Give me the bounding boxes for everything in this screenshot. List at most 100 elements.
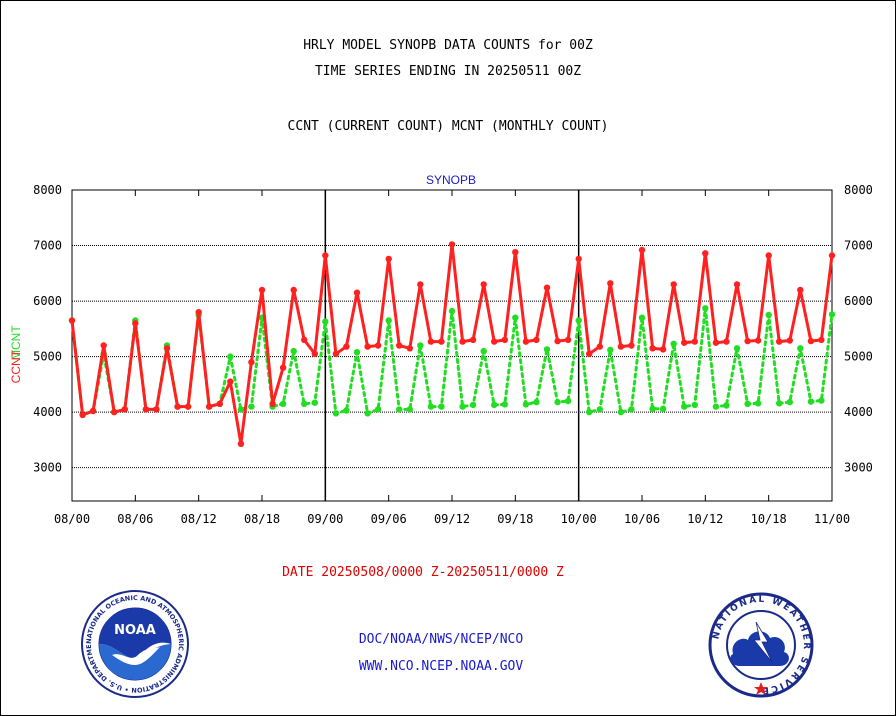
credit-agency: DOC/NOAA/NWS/NCEP/NCO xyxy=(358,632,524,647)
data-point-mcnt xyxy=(765,311,772,319)
data-point-ccnt xyxy=(396,342,403,349)
data-point-ccnt xyxy=(322,252,329,259)
data-point-ccnt xyxy=(427,338,435,345)
data-point-ccnt xyxy=(681,339,688,346)
data-point-ccnt xyxy=(269,400,276,407)
data-point-mcnt xyxy=(290,347,297,355)
data-point-mcnt xyxy=(596,406,603,413)
data-point-ccnt xyxy=(459,338,466,345)
data-point-mcnt xyxy=(659,405,667,412)
data-point-mcnt xyxy=(649,405,656,412)
data-point-mcnt xyxy=(406,406,413,413)
x-tick-label: 10/00 xyxy=(561,512,597,526)
series-line-mcnt xyxy=(70,306,834,417)
data-point-ccnt xyxy=(776,338,783,345)
x-tick-label: 08/18 xyxy=(244,512,280,526)
data-point-ccnt xyxy=(491,338,498,345)
data-point-mcnt xyxy=(564,397,572,405)
data-point-ccnt xyxy=(195,309,202,316)
data-point-ccnt xyxy=(543,284,551,291)
data-point-mcnt xyxy=(311,399,318,406)
data-point-ccnt xyxy=(765,252,772,259)
data-point-mcnt xyxy=(818,397,825,404)
data-point-mcnt xyxy=(364,410,371,417)
data-point-mcnt xyxy=(638,314,646,321)
data-point-mcnt xyxy=(301,400,308,407)
y-axis-label-mcnt: MCNT xyxy=(9,325,23,360)
noaa-sky xyxy=(99,608,171,659)
x-tick-label: 08/06 xyxy=(117,512,153,526)
data-point-ccnt xyxy=(723,338,730,345)
data-point-ccnt xyxy=(332,350,340,357)
data-point-mcnt xyxy=(512,314,519,321)
y-tick-label-left: 6000 xyxy=(33,294,62,308)
data-point-ccnt xyxy=(248,359,255,366)
data-point-ccnt xyxy=(818,336,825,344)
data-point-ccnt xyxy=(828,252,836,259)
data-point-mcnt xyxy=(723,402,730,409)
data-point-mcnt xyxy=(227,353,234,360)
data-point-ccnt xyxy=(501,336,508,344)
data-point-mcnt xyxy=(776,400,783,407)
data-point-mcnt xyxy=(491,401,498,409)
data-point-ccnt xyxy=(628,342,635,349)
noaa-wordmark: NOAA xyxy=(114,623,156,638)
data-point-ccnt xyxy=(438,338,445,345)
data-point-mcnt xyxy=(786,398,793,406)
data-point-ccnt xyxy=(343,343,350,350)
y-tick-label-right: 7000 xyxy=(844,239,873,253)
nws-logo: NATIONAL WEATHER SERVICE xyxy=(708,592,814,698)
data-point-ccnt xyxy=(564,336,572,344)
data-point-mcnt xyxy=(448,307,456,315)
cloud-icon xyxy=(730,631,789,666)
y-tick-label-left: 3000 xyxy=(33,461,62,475)
credit-website[interactable]: WWW.NCO.NCEP.NOAA.GOV xyxy=(358,659,524,674)
data-point-ccnt xyxy=(659,346,667,353)
y-tick-label-right: 8000 xyxy=(844,183,873,197)
data-point-ccnt xyxy=(237,440,245,447)
data-point-mcnt xyxy=(691,401,698,409)
data-point-ccnt xyxy=(227,378,234,385)
data-point-ccnt xyxy=(353,289,361,296)
data-point-mcnt xyxy=(712,403,720,410)
x-tick-label: 09/00 xyxy=(307,512,343,526)
data-point-ccnt xyxy=(586,350,593,357)
data-point-ccnt xyxy=(797,286,804,294)
data-point-ccnt xyxy=(121,406,128,413)
data-point-mcnt xyxy=(480,347,487,355)
y-axis-label: MCNT CCNT xyxy=(9,325,23,384)
data-point-mcnt xyxy=(575,317,582,324)
title-line-2: TIME SERIES ENDING IN 20250511 00Z xyxy=(314,64,582,79)
data-point-mcnt xyxy=(237,406,245,413)
data-point-ccnt xyxy=(68,317,76,324)
data-point-ccnt xyxy=(712,339,720,346)
data-point-mcnt xyxy=(469,401,477,409)
noaa-bird-icon xyxy=(112,647,160,665)
x-tick-label: 09/12 xyxy=(434,512,470,526)
data-point-mcnt xyxy=(628,406,635,413)
data-point-ccnt xyxy=(111,408,118,416)
data-point-ccnt xyxy=(670,281,677,288)
data-point-ccnt xyxy=(754,337,762,344)
data-point-mcnt xyxy=(248,403,255,410)
data-point-ccnt xyxy=(807,337,815,345)
data-point-ccnt xyxy=(702,250,709,257)
data-point-mcnt xyxy=(501,401,508,408)
data-point-mcnt xyxy=(522,401,530,408)
data-point-mcnt xyxy=(702,305,709,312)
noaa-logo: NATIONAL OCEANIC AND ATMOSPHERIC ADMINIS… xyxy=(80,589,189,698)
axis-layer: 3000 3000 4000 4000 5000 5000 6000 6000 7000 7000… xyxy=(33,183,873,526)
data-point-ccnt xyxy=(469,336,477,344)
data-point-ccnt xyxy=(279,364,287,371)
data-point-ccnt xyxy=(638,246,646,254)
data-point-mcnt xyxy=(617,408,625,416)
data-point-ccnt xyxy=(132,320,139,327)
data-point-mcnt xyxy=(385,317,392,324)
x-tick-label: 10/12 xyxy=(687,512,723,526)
data-point-mcnt xyxy=(670,340,677,347)
data-point-mcnt xyxy=(797,345,804,352)
grid-layer xyxy=(72,190,832,501)
data-point-ccnt xyxy=(617,343,625,350)
data-point-mcnt xyxy=(343,407,350,414)
star-icon xyxy=(754,682,768,695)
